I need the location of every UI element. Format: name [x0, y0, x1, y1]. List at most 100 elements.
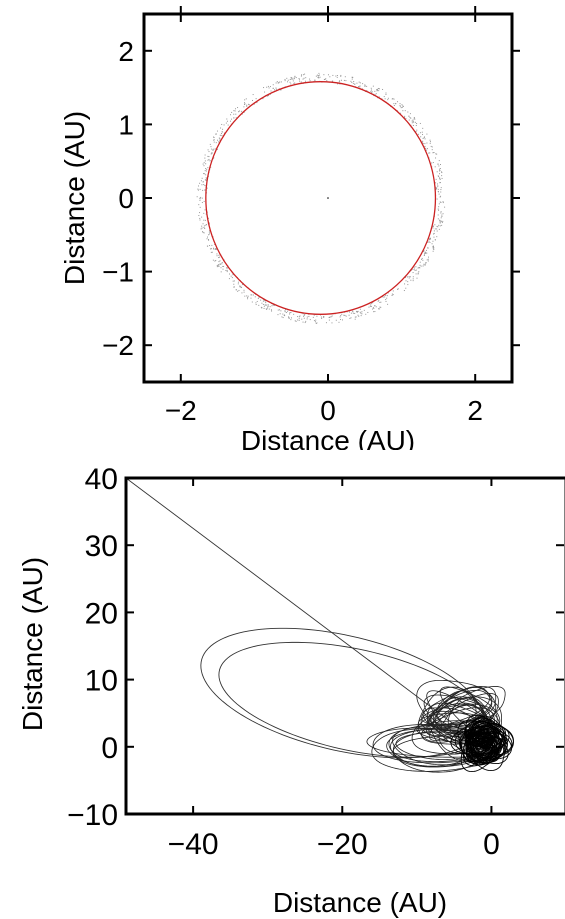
scatter-point [436, 230, 438, 232]
scatter-point [339, 80, 341, 82]
scatter-point [198, 185, 200, 187]
scatter-point [386, 295, 388, 297]
scatter-point [397, 288, 399, 290]
scatter-point [340, 75, 342, 77]
scatter-point [243, 111, 245, 113]
scatter-point [432, 240, 434, 242]
scatter-point [412, 276, 414, 278]
scatter-point [318, 74, 320, 76]
scatter-point [235, 289, 237, 291]
scatter-point [268, 95, 270, 97]
scatter-point [344, 76, 346, 78]
scatter-point [391, 293, 393, 295]
scatter-point [208, 234, 210, 236]
scatter-point [341, 313, 343, 315]
scatter-point [303, 315, 305, 317]
scatter-point [356, 82, 358, 84]
scatter-point [262, 98, 264, 100]
scatter-point [427, 247, 429, 249]
scatter-point [427, 247, 429, 249]
scatter-point [413, 266, 415, 268]
scatter-point [237, 281, 239, 283]
scatter-point [441, 171, 443, 173]
scatter-point [409, 113, 411, 115]
scatter-point [436, 153, 438, 155]
scatter-point [205, 170, 207, 172]
scatter-point [284, 310, 286, 312]
scatter-point [315, 322, 317, 324]
scatter-point [435, 153, 437, 155]
scatter-point [295, 320, 297, 322]
scatter-point [433, 152, 435, 154]
scatter-point [199, 212, 201, 214]
scatter-point [438, 228, 440, 230]
scatter-point [267, 304, 269, 306]
scatter-point [215, 249, 217, 251]
scatter-point [440, 212, 442, 214]
scatter-point [365, 313, 367, 315]
scatter-point [223, 265, 225, 267]
scatter-point [376, 89, 378, 91]
scatter-point [313, 314, 315, 316]
scatter-point [432, 246, 434, 248]
scatter-point [220, 127, 222, 129]
scatter-point [343, 79, 345, 81]
scatter-point [243, 291, 245, 293]
scatter-point [205, 174, 207, 176]
scatter-point [244, 102, 246, 104]
scatter-point [424, 251, 426, 253]
scatter-point [429, 152, 431, 154]
scatter-point [444, 206, 446, 208]
scatter-point [412, 268, 414, 270]
scatter-point [231, 118, 233, 120]
scatter-point [406, 276, 408, 278]
core-orbit-line [469, 726, 488, 748]
scatter-point [402, 105, 404, 107]
scatter-point [218, 141, 220, 143]
scatter-point [210, 251, 212, 253]
scatter-point [264, 91, 266, 93]
scatter-point [261, 302, 263, 304]
scatter-point [233, 286, 235, 288]
scatter-point [280, 310, 282, 312]
scatter-point [279, 81, 281, 83]
scatter-point [429, 241, 431, 243]
scatter-point [372, 307, 374, 309]
scatter-point [442, 201, 444, 203]
scatter-point [298, 78, 300, 80]
scatter-point [271, 310, 273, 312]
scatter-point [225, 122, 227, 124]
scatter-point [415, 269, 417, 271]
scatter-point [378, 87, 380, 89]
scatter-point [419, 264, 421, 266]
scatter-point [434, 166, 436, 168]
scatter-point [435, 178, 437, 180]
scatter-point [211, 251, 213, 253]
scatter-point [199, 188, 201, 190]
scatter-point [439, 219, 441, 221]
scatter-point [226, 267, 228, 269]
scatter-point [290, 311, 292, 313]
scatter-point [263, 87, 265, 89]
scatter-point [441, 215, 443, 217]
scatter-point [199, 217, 201, 219]
scatter-point [423, 263, 425, 265]
scatter-point [254, 296, 256, 298]
scatter-point [378, 299, 380, 301]
scatter-point [199, 182, 201, 184]
scatter-point [439, 182, 441, 184]
scatter-point [218, 257, 220, 259]
scatter-point [372, 302, 374, 304]
scatter-point [354, 83, 356, 85]
scatter-point [304, 322, 306, 324]
scatter-point [203, 219, 205, 221]
scatter-point [414, 118, 416, 120]
bottom-chart: −40 −20 0 −10 0 10 20 30 40 Distance (AU) Distan… [17, 463, 565, 918]
scatter-point [305, 77, 307, 79]
scatter-point [269, 86, 271, 88]
scatter-point [415, 131, 417, 133]
scatter-point [423, 137, 425, 139]
scatter-point [209, 248, 211, 250]
scatter-point [404, 116, 406, 118]
scatter-point [439, 178, 441, 180]
